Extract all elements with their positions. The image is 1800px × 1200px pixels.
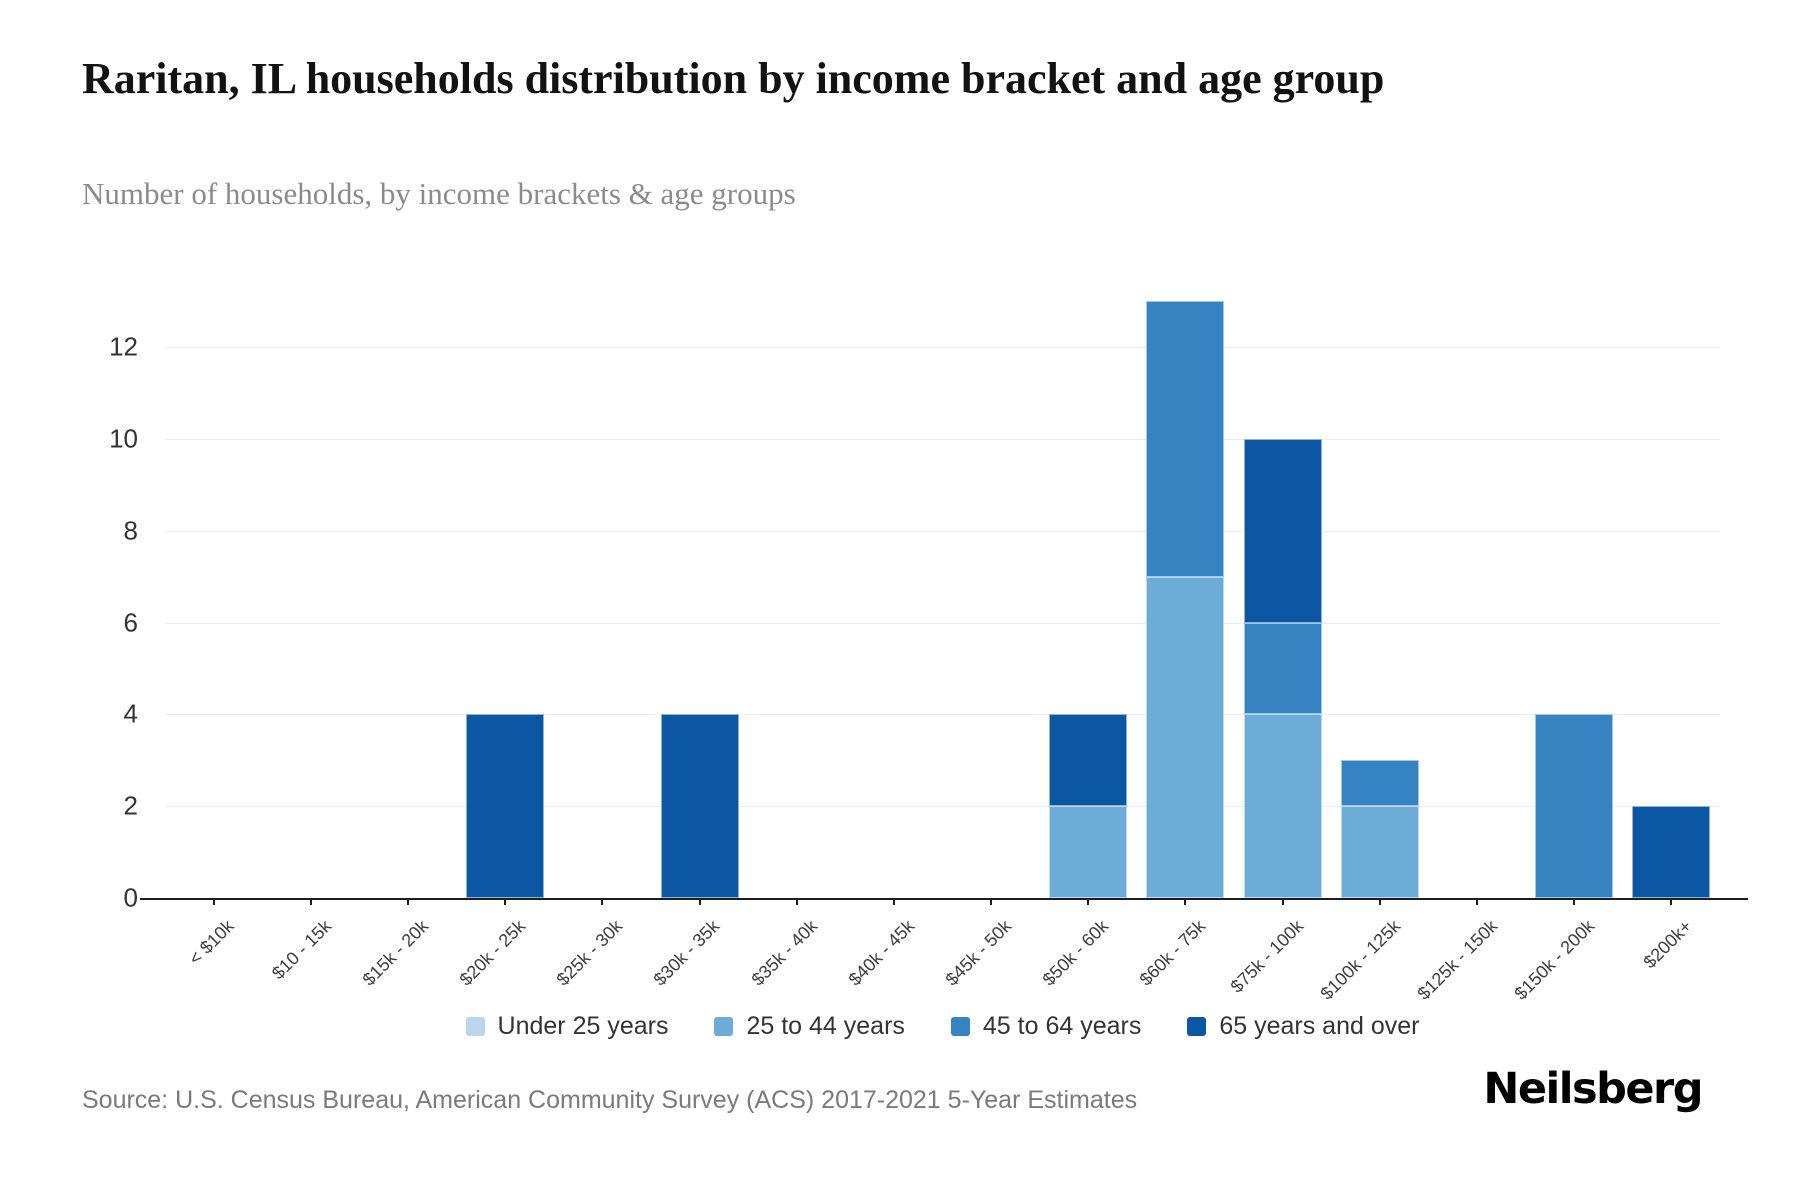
x-axis-label: $150k - 200k: [1510, 916, 1599, 1004]
gridline: [165, 806, 1720, 808]
x-axis-label: $60k - 75k: [1136, 916, 1210, 990]
y-axis-tick-label: 10: [109, 423, 138, 454]
y-axis-tick-label: 4: [123, 698, 138, 729]
legend-item[interactable]: 45 to 64 years: [950, 1012, 1142, 1041]
x-axis-tick: [601, 898, 604, 905]
legend-item[interactable]: 65 years and over: [1187, 1012, 1419, 1041]
legend: Under 25 years 25 to 44 years 45 to 64 yea…: [165, 1012, 1720, 1041]
x-axis-label: $25k - 30k: [552, 916, 627, 990]
x-axis-label: $15k - 20k: [358, 916, 433, 990]
gridline: [165, 347, 1720, 349]
gridline: [165, 622, 1720, 624]
x-axis-tick: [1184, 898, 1187, 905]
x-axis-label: $40k - 45k: [844, 916, 919, 990]
x-axis-tick: [212, 898, 215, 905]
legend-label: 45 to 64 years: [982, 1012, 1142, 1040]
x-axis-tick: [990, 898, 993, 905]
bar-segment: [1535, 714, 1614, 898]
x-axis-tick: [1476, 898, 1479, 905]
bar-segment: [1340, 806, 1419, 898]
bar-segment: [1146, 301, 1225, 577]
x-axis-label: $30k - 35k: [650, 916, 724, 990]
chart-subtitle: Number of households, by income brackets…: [82, 176, 796, 211]
x-axis-label: $45k - 50k: [941, 916, 1016, 990]
gridline: [165, 439, 1720, 440]
bar-segment: [1632, 806, 1711, 898]
x-axis-label: $125k - 150k: [1413, 916, 1502, 1004]
x-axis-tick: [795, 898, 798, 905]
x-axis-tick: [406, 898, 409, 905]
x-axis-tick: [1281, 898, 1284, 905]
x-axis-label: $50k - 60k: [1038, 916, 1113, 990]
y-axis-tick-label: 8: [123, 515, 138, 546]
x-axis-label: $35k - 40k: [747, 916, 821, 990]
x-axis-label: $20k - 25k: [455, 916, 530, 990]
x-axis-tick: [1378, 898, 1381, 905]
legend-item[interactable]: 25 to 44 years: [714, 1012, 905, 1041]
x-axis-label: < $10k: [185, 916, 238, 969]
legend-swatch: [714, 1017, 734, 1036]
legend-swatch: [950, 1017, 970, 1036]
x-axis-label: $10 - 15k: [267, 916, 335, 984]
x-axis-tick: [504, 898, 507, 905]
chart-title: Raritan, IL households distribution by i…: [82, 54, 1385, 103]
y-axis-tick-label: 2: [123, 790, 138, 821]
x-axis-tick: [1670, 898, 1673, 905]
x-axis-tick: [892, 898, 895, 905]
bar-segment: [1243, 622, 1322, 715]
bar-segment: [1049, 806, 1128, 898]
bar-segment: [660, 714, 739, 898]
x-axis-tick: [1087, 898, 1090, 905]
x-axis-tick: [309, 898, 312, 905]
bar-segment: [1146, 576, 1225, 898]
legend-swatch: [1187, 1017, 1207, 1036]
x-axis-label: $100k - 125k: [1316, 916, 1404, 1004]
x-axis-tick: [698, 898, 701, 905]
x-axis-line: [140, 898, 1748, 900]
x-axis-label: $75k - 100k: [1226, 916, 1307, 997]
bar-segment: [1340, 760, 1419, 807]
legend-label: Under 25 years: [497, 1012, 669, 1040]
source-note: Source: U.S. Census Bureau, American Com…: [82, 1086, 1138, 1114]
bar-segment: [1243, 714, 1322, 898]
x-axis-label: $200k+: [1639, 916, 1696, 973]
bar-segment: [1243, 439, 1322, 623]
bar-segment: [1049, 714, 1128, 807]
x-axis-tick: [1573, 898, 1576, 905]
neilsberg-logo[interactable]: Neilsberg: [1483, 1064, 1703, 1114]
legend-swatch: [465, 1017, 485, 1036]
legend-label: 65 years and over: [1219, 1012, 1420, 1040]
y-axis-tick-label: 0: [123, 882, 138, 913]
gridline: [165, 714, 1720, 716]
gridline: [165, 530, 1720, 532]
legend-label: 25 to 44 years: [746, 1012, 905, 1040]
y-axis-tick-label: 12: [109, 331, 138, 362]
y-axis-tick-label: 6: [123, 607, 138, 638]
bar-segment: [466, 714, 545, 898]
legend-item[interactable]: Under 25 years: [465, 1012, 669, 1041]
